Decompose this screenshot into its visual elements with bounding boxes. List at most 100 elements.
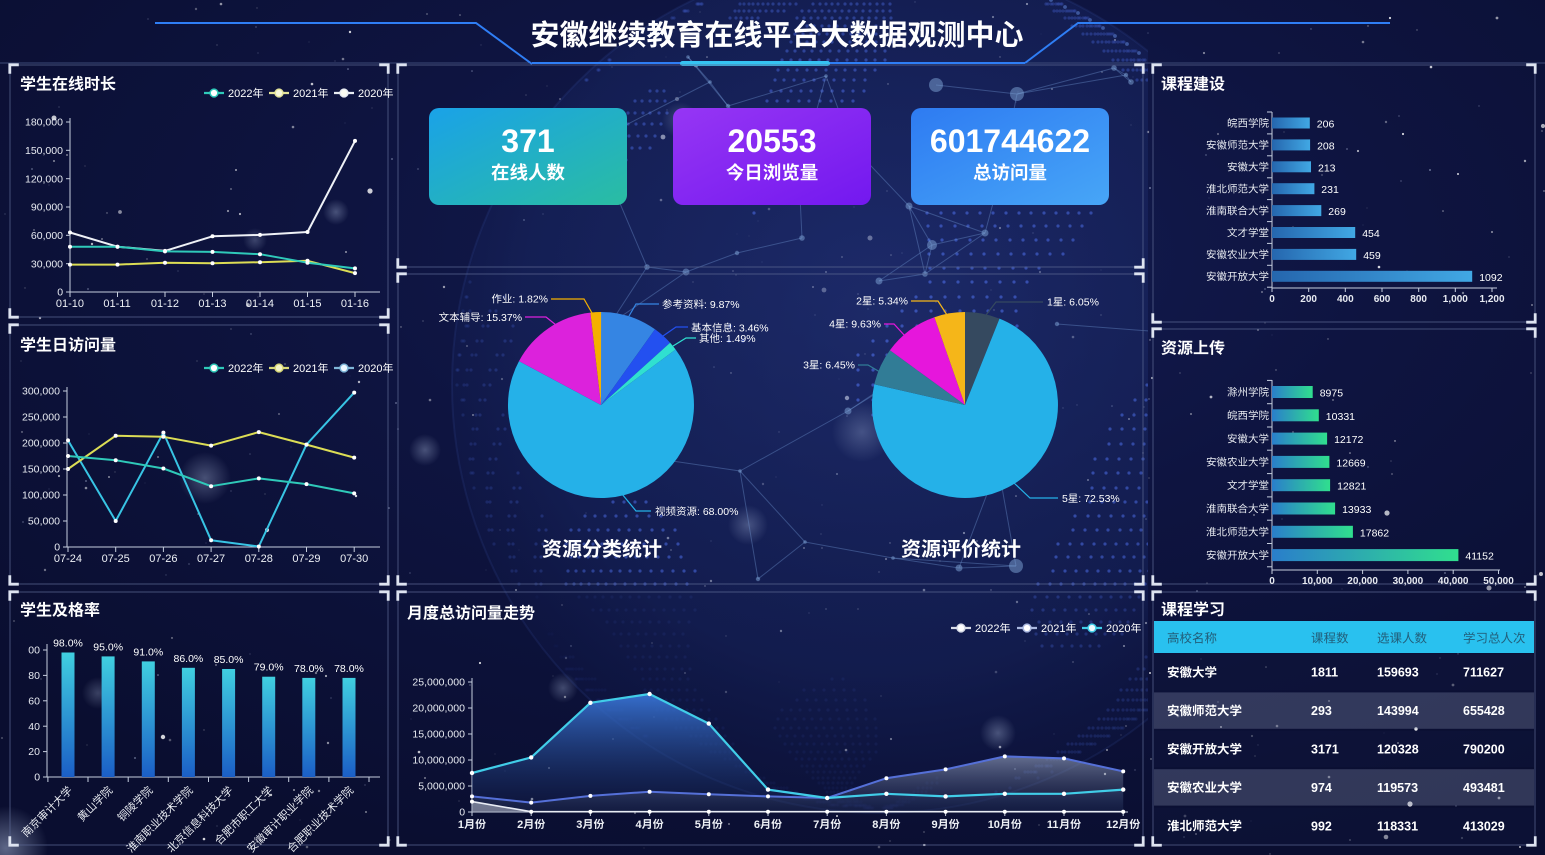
svg-text:0: 0 <box>57 287 63 299</box>
svg-text:10: 10 <box>988 819 1000 831</box>
svg-text:150,000: 150,000 <box>22 464 60 476</box>
svg-text:8975: 8975 <box>1320 388 1344 400</box>
svg-text:1: 1 <box>458 819 464 831</box>
svg-text:400: 400 <box>1337 294 1354 305</box>
svg-text:1,000: 1,000 <box>1443 294 1468 305</box>
svg-text:10,000: 10,000 <box>1302 576 1333 587</box>
svg-text:213: 213 <box>1318 162 1336 174</box>
svg-text:20,000,000: 20,000,000 <box>412 703 465 715</box>
svg-text:13933: 13933 <box>1342 504 1371 516</box>
svg-text:60,000: 60,000 <box>31 230 63 242</box>
svg-text:30,000: 30,000 <box>1393 576 1424 587</box>
svg-text:120328: 120328 <box>1377 743 1419 757</box>
svg-text:01-13: 01-13 <box>198 298 226 310</box>
svg-text:0: 0 <box>54 542 60 554</box>
svg-text:800: 800 <box>1410 294 1427 305</box>
svg-text:: 5.34%: : 5.34% <box>872 296 908 308</box>
svg-text:85.0%: 85.0% <box>214 654 244 666</box>
svg-text:2021: 2021 <box>1041 623 1065 635</box>
svg-text:0: 0 <box>1269 576 1275 587</box>
svg-text:454: 454 <box>1362 228 1380 240</box>
svg-text:790200: 790200 <box>1463 743 1505 757</box>
svg-text:120,000: 120,000 <box>25 173 63 185</box>
svg-text:4: 4 <box>829 319 835 331</box>
svg-text:: 6.45%: : 6.45% <box>819 360 855 372</box>
svg-text:: 1.82%: : 1.82% <box>512 294 548 306</box>
svg-text:371: 371 <box>501 123 554 159</box>
svg-text:01-15: 01-15 <box>293 298 321 310</box>
svg-text:655428: 655428 <box>1463 704 1505 718</box>
svg-text:07-24: 07-24 <box>54 553 82 565</box>
svg-text:413029: 413029 <box>1463 819 1505 833</box>
svg-text:10,000,000: 10,000,000 <box>412 755 465 767</box>
svg-text:40,000: 40,000 <box>1438 576 1469 587</box>
svg-text:119573: 119573 <box>1377 781 1418 795</box>
svg-text:95.0%: 95.0% <box>93 641 123 653</box>
svg-text:: 68.00%: : 68.00% <box>697 506 738 518</box>
svg-text:78.0%: 78.0% <box>334 663 364 675</box>
svg-text:250,000: 250,000 <box>22 412 60 424</box>
svg-text:992: 992 <box>1311 819 1332 833</box>
svg-text:00: 00 <box>28 645 40 657</box>
svg-text:7: 7 <box>813 819 819 831</box>
svg-text:459: 459 <box>1363 250 1381 262</box>
svg-text:90,000: 90,000 <box>31 202 63 214</box>
svg-text:80: 80 <box>28 670 40 682</box>
svg-text:293: 293 <box>1311 704 1332 718</box>
svg-text:40: 40 <box>28 721 40 733</box>
svg-text:12821: 12821 <box>1337 481 1366 493</box>
svg-text:0: 0 <box>459 807 465 819</box>
svg-text:231: 231 <box>1321 184 1339 196</box>
svg-text:41152: 41152 <box>1465 551 1494 563</box>
svg-text:974: 974 <box>1311 781 1332 795</box>
svg-text:2020: 2020 <box>358 88 382 100</box>
svg-text:493481: 493481 <box>1463 781 1505 795</box>
svg-text:20,000: 20,000 <box>1347 576 1378 587</box>
svg-text:: 9.87%: : 9.87% <box>704 299 740 311</box>
svg-text:1,200: 1,200 <box>1480 294 1505 305</box>
svg-text:01-12: 01-12 <box>151 298 179 310</box>
svg-text:: 9.63%: : 9.63% <box>845 319 881 331</box>
svg-text:150,000: 150,000 <box>25 145 63 157</box>
svg-text:1811: 1811 <box>1311 666 1338 680</box>
svg-text:6: 6 <box>754 819 760 831</box>
svg-text:20553: 20553 <box>728 123 817 159</box>
svg-text:11: 11 <box>1047 819 1059 831</box>
svg-text:10331: 10331 <box>1326 411 1355 423</box>
svg-text:: 1.49%: : 1.49% <box>720 333 756 345</box>
svg-text:98.0%: 98.0% <box>53 638 83 650</box>
svg-text:601744622: 601744622 <box>930 123 1090 159</box>
svg-text:: 72.53%: : 72.53% <box>1078 493 1119 505</box>
svg-text:118331: 118331 <box>1377 819 1418 833</box>
svg-text:25,000,000: 25,000,000 <box>412 677 465 689</box>
svg-text:50,000: 50,000 <box>28 516 60 528</box>
svg-text:2022: 2022 <box>228 88 252 100</box>
svg-text:60: 60 <box>28 695 40 707</box>
svg-text:100,000: 100,000 <box>22 490 60 502</box>
svg-text:159693: 159693 <box>1377 666 1419 680</box>
svg-text:180,000: 180,000 <box>25 117 63 129</box>
svg-text:: 3.46%: : 3.46% <box>733 323 769 335</box>
svg-text:269: 269 <box>1328 206 1346 218</box>
svg-text:79.0%: 79.0% <box>254 662 284 674</box>
svg-text:4: 4 <box>636 819 643 831</box>
svg-text:0: 0 <box>34 772 40 784</box>
svg-text:600: 600 <box>1374 294 1391 305</box>
svg-text:2021: 2021 <box>293 88 317 100</box>
svg-text:711627: 711627 <box>1463 666 1504 680</box>
svg-text:20: 20 <box>28 746 40 758</box>
svg-text:78.0%: 78.0% <box>294 663 324 675</box>
svg-text:12669: 12669 <box>1336 457 1365 469</box>
svg-text:12172: 12172 <box>1334 434 1363 446</box>
svg-text:01-14: 01-14 <box>246 298 274 310</box>
svg-text:208: 208 <box>1317 140 1335 152</box>
svg-text:5: 5 <box>1062 493 1068 505</box>
svg-text:: 6.05%: : 6.05% <box>1063 297 1099 309</box>
svg-text:5: 5 <box>695 819 701 831</box>
svg-text:07-26: 07-26 <box>149 553 177 565</box>
svg-text:91.0%: 91.0% <box>133 646 163 658</box>
svg-text:01-10: 01-10 <box>56 298 84 310</box>
svg-text:3: 3 <box>576 819 582 831</box>
svg-text:200: 200 <box>1300 294 1317 305</box>
svg-text:300,000: 300,000 <box>22 386 60 398</box>
